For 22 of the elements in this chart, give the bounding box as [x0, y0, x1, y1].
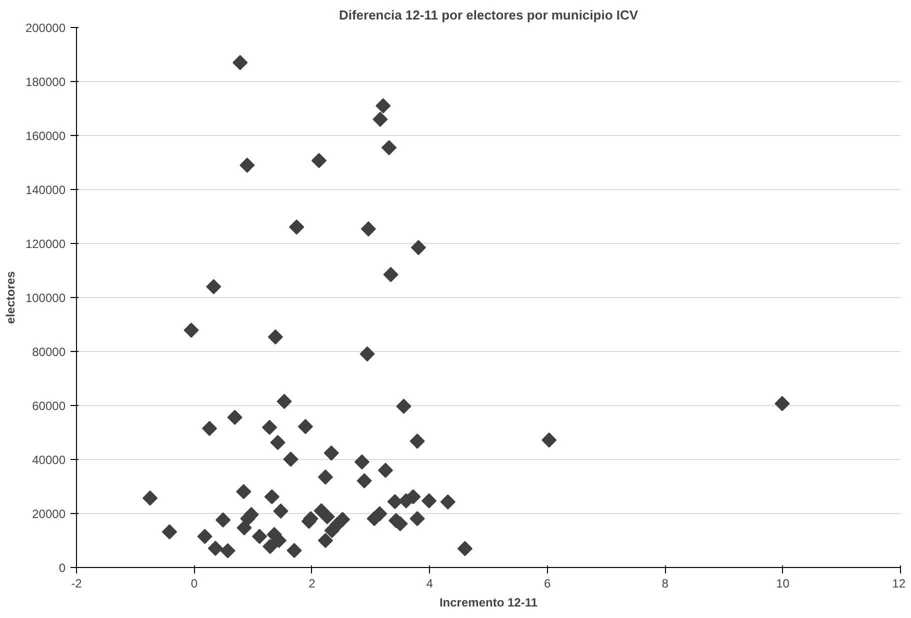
y-tick-label: 20000 — [32, 507, 66, 521]
x-tick-label: 4 — [426, 576, 434, 590]
y-tick-label: 140000 — [25, 183, 66, 197]
y-tick-label: 160000 — [25, 129, 66, 143]
y-tick-label: 100000 — [25, 291, 66, 305]
y-tick-label: 120000 — [25, 237, 66, 251]
x-tick-label: 2 — [308, 576, 316, 590]
x-tick-label: 10 — [776, 576, 790, 590]
y-tick-label: 80000 — [32, 345, 66, 359]
y-tick-label: 180000 — [25, 75, 66, 89]
x-tick-label: 0 — [190, 576, 198, 590]
y-axis-title: electores — [3, 270, 18, 324]
y-tick-label: 40000 — [32, 453, 66, 467]
x-tick-label: -2 — [71, 576, 82, 590]
y-tick-label: 200000 — [25, 21, 66, 35]
y-tick-label: 60000 — [32, 399, 66, 413]
x-tick-label: 8 — [662, 576, 669, 590]
x-tick-label: 12 — [892, 576, 906, 590]
x-axis-title: Incremento 12-11 — [439, 596, 538, 610]
y-tick-label: 0 — [58, 561, 66, 575]
x-tick-label: 6 — [544, 576, 552, 590]
chart-title: Diferencia 12-11 por electores por municipio ICV — [338, 8, 638, 22]
